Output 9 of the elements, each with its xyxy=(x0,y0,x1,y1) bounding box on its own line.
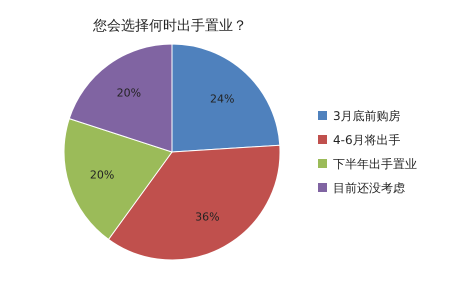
chart-title: 您会选择何时出手置业？ xyxy=(92,18,247,34)
data-label: 36% xyxy=(195,210,220,224)
legend-label: 目前还没考虑 xyxy=(333,181,405,195)
legend-label: 3月底前购房 xyxy=(333,109,401,123)
data-label: 24% xyxy=(210,92,234,106)
legend-label: 4-6月将出手 xyxy=(333,133,401,147)
legend-label: 下半年出手置业 xyxy=(333,157,417,171)
data-label: 20% xyxy=(90,168,114,182)
data-label: 20% xyxy=(116,86,142,100)
